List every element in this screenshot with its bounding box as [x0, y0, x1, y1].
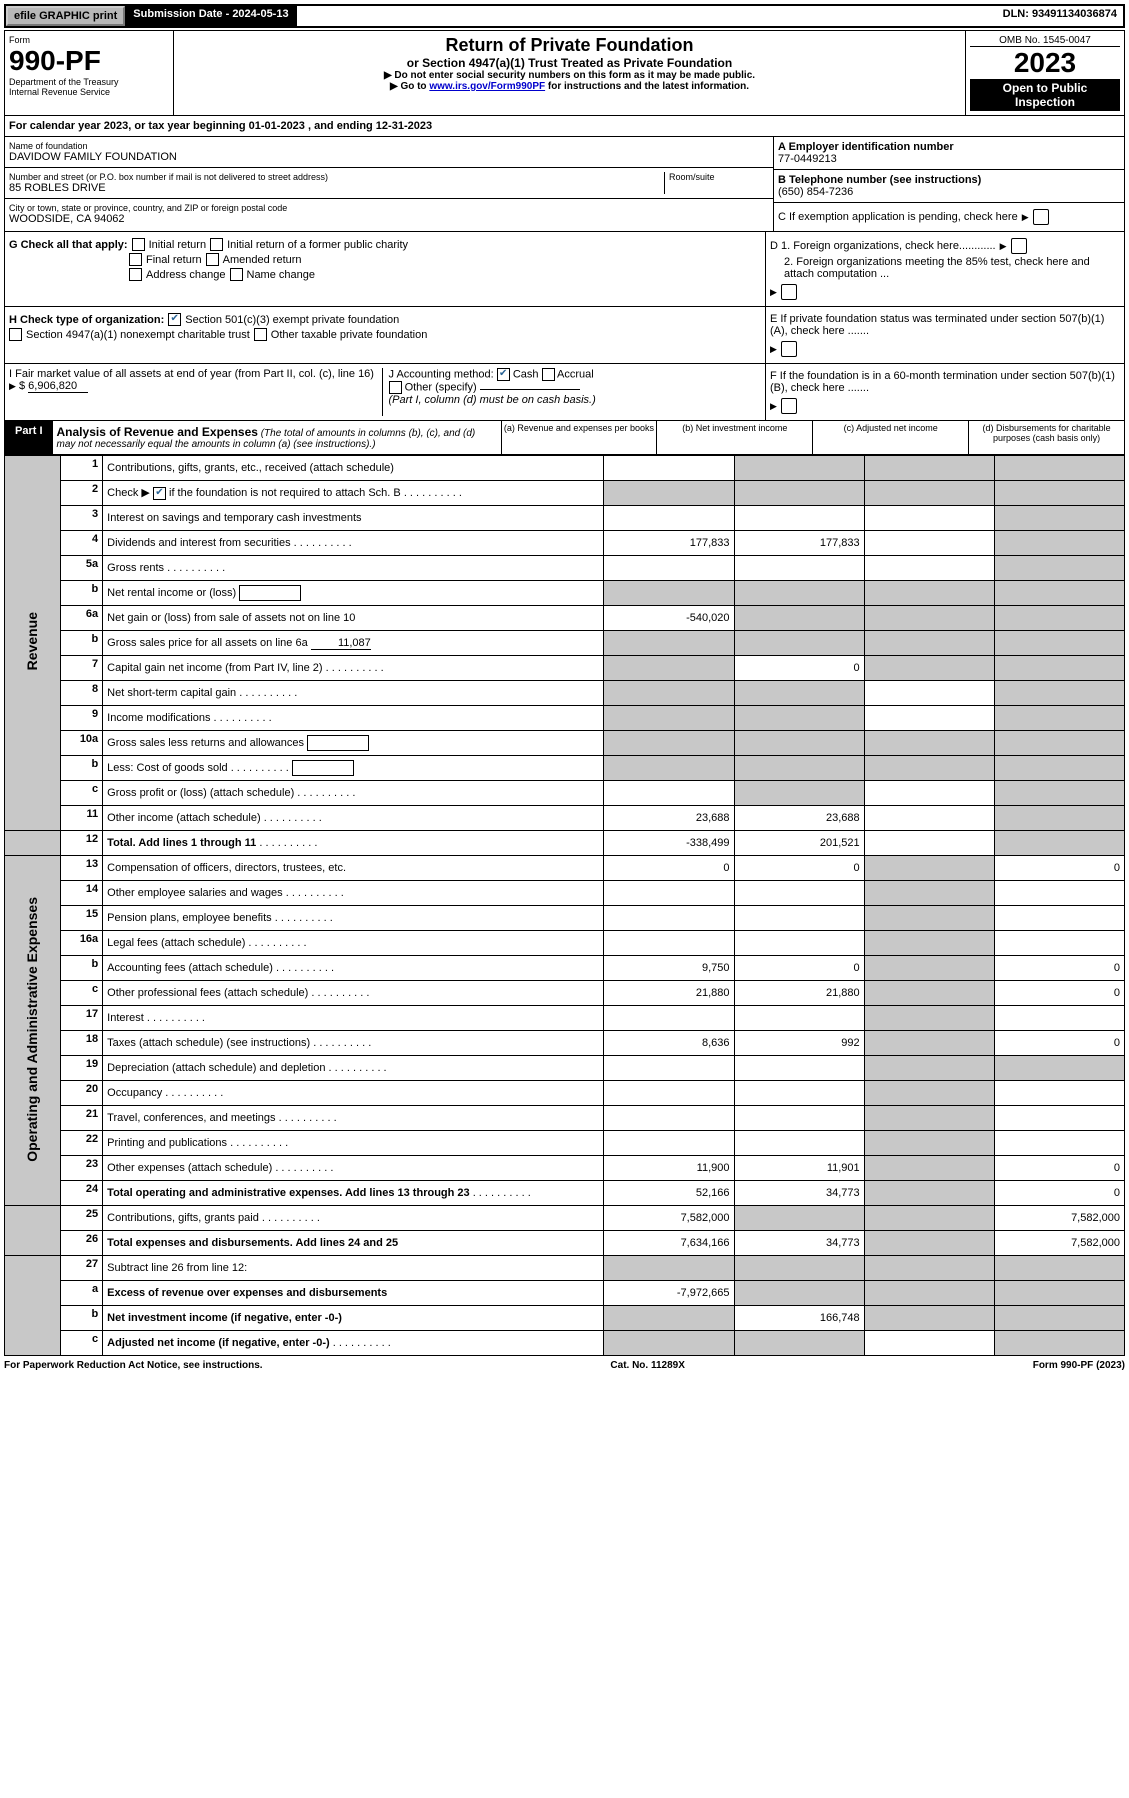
h-501c3-cb[interactable] — [168, 313, 181, 326]
part1-header: Part I Analysis of Revenue and Expenses … — [4, 421, 1125, 455]
form990pf-link[interactable]: www.irs.gov/Form990PF — [429, 81, 545, 92]
city-label: City or town, state or province, country… — [9, 203, 769, 213]
i-value: 6,906,820 — [28, 380, 88, 393]
ein-label: A Employer identification number — [778, 141, 954, 153]
dept: Department of the Treasury — [9, 77, 169, 87]
f-checkbox[interactable] — [781, 398, 797, 414]
col-b-header: (b) Net investment income — [656, 421, 812, 454]
d2-label: 2. Foreign organizations meeting the 85%… — [770, 256, 1120, 280]
tax-year: 2023 — [970, 47, 1120, 79]
j-accrual-cb[interactable] — [542, 368, 555, 381]
g-label: G Check all that apply: — [9, 239, 128, 251]
part-badge: Part I — [5, 421, 53, 454]
h-4947-cb[interactable] — [9, 328, 22, 341]
form-subtitle: or Section 4947(a)(1) Trust Treated as P… — [178, 56, 961, 70]
addr-label: Number and street (or P.O. box number if… — [9, 172, 664, 182]
schb-cb[interactable] — [153, 487, 166, 500]
phone-label: B Telephone number (see instructions) — [778, 174, 981, 186]
revenue-tab: Revenue — [24, 612, 40, 670]
calendar-year: For calendar year 2023, or tax year begi… — [4, 116, 1125, 137]
phone: (650) 854-7236 — [778, 186, 1120, 198]
form-header: Form 990-PF Department of the Treasury I… — [4, 30, 1125, 116]
g-amended-cb[interactable] — [206, 253, 219, 266]
form-title: Return of Private Foundation — [178, 35, 961, 56]
i-label: I Fair market value of all assets at end… — [9, 368, 374, 380]
dln: DLN: 93491134036874 — [997, 6, 1123, 26]
j-note: (Part I, column (d) must be on cash basi… — [389, 394, 596, 406]
form-instr2: ▶ Go to www.irs.gov/Form990PF for instru… — [178, 81, 961, 92]
name-label: Name of foundation — [9, 141, 769, 151]
g-final-cb[interactable] — [129, 253, 142, 266]
ein: 77-0449213 — [778, 153, 1120, 165]
foundation-name: DAVIDOW FAMILY FOUNDATION — [9, 151, 769, 163]
col-c-header: (c) Adjusted net income — [812, 421, 968, 454]
street-address: 85 ROBLES DRIVE — [9, 182, 664, 194]
e-label: E If private foundation status was termi… — [770, 313, 1120, 337]
h-other-cb[interactable] — [254, 328, 267, 341]
g-addr-cb[interactable] — [129, 268, 142, 281]
top-bar: efile GRAPHIC print Submission Date - 20… — [4, 4, 1125, 28]
form-label: Form — [9, 35, 169, 45]
h-label: H Check type of organization: — [9, 314, 164, 326]
room-label: Room/suite — [669, 172, 769, 182]
d1-label: D 1. Foreign organizations, check here..… — [770, 240, 996, 252]
d2-checkbox[interactable] — [781, 284, 797, 300]
irs: Internal Revenue Service — [9, 87, 169, 97]
j-cash-cb[interactable] — [497, 368, 510, 381]
paperwork-notice: For Paperwork Reduction Act Notice, see … — [4, 1360, 263, 1371]
j-label: J Accounting method: — [389, 368, 494, 380]
submission-date: Submission Date - 2024-05-13 — [125, 6, 296, 26]
g-name-cb[interactable] — [230, 268, 243, 281]
c-label: C If exemption application is pending, c… — [778, 211, 1018, 223]
page-footer: For Paperwork Reduction Act Notice, see … — [4, 1356, 1125, 1375]
expenses-tab: Operating and Administrative Expenses — [24, 897, 40, 1162]
c-checkbox[interactable] — [1033, 209, 1049, 225]
part1-table: Revenue 1Contributions, gifts, grants, e… — [4, 455, 1125, 1356]
g-initial-cb[interactable] — [132, 238, 145, 251]
omb: OMB No. 1545-0047 — [970, 35, 1120, 47]
j-other-cb[interactable] — [389, 381, 402, 394]
f-label: F If the foundation is in a 60-month ter… — [770, 370, 1120, 394]
col-d-header: (d) Disbursements for charitable purpose… — [968, 421, 1124, 454]
form-instr1: ▶ Do not enter social security numbers o… — [178, 70, 961, 81]
open-public: Open to Public Inspection — [970, 79, 1120, 111]
d1-checkbox[interactable] — [1011, 238, 1027, 254]
arrow-icon — [1022, 211, 1029, 223]
form-number: 990-PF — [9, 45, 169, 77]
form-ref: Form 990-PF (2023) — [1033, 1360, 1125, 1371]
cat-no: Cat. No. 11289X — [610, 1360, 684, 1371]
efile-print-button[interactable]: efile GRAPHIC print — [6, 6, 125, 26]
col-a-header: (a) Revenue and expenses per books — [501, 421, 657, 454]
g-initial-former-cb[interactable] — [210, 238, 223, 251]
e-checkbox[interactable] — [781, 341, 797, 357]
city-state-zip: WOODSIDE, CA 94062 — [9, 213, 769, 225]
